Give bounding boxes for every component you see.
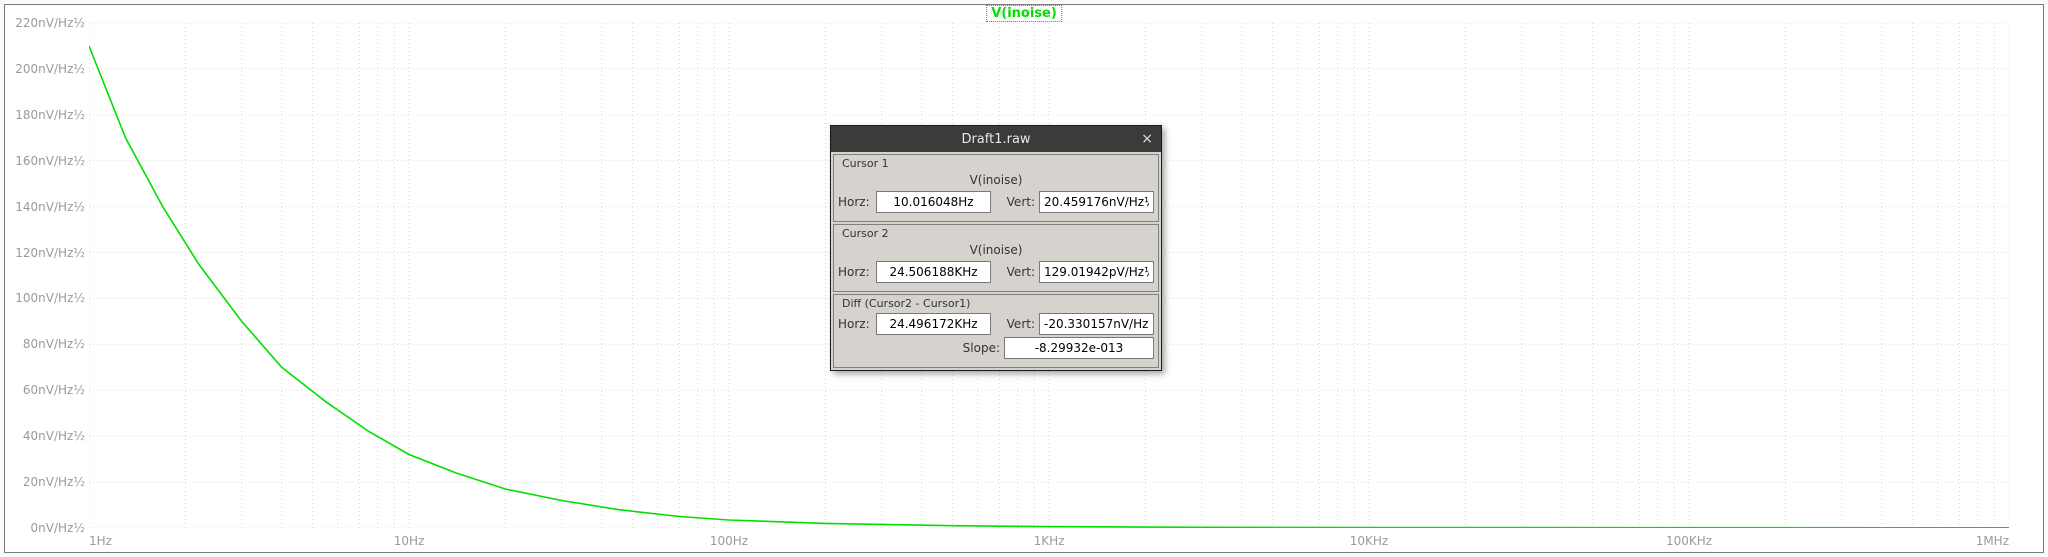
close-icon[interactable]: ×	[1141, 131, 1153, 147]
dialog-titlebar[interactable]: Draft1.raw ×	[831, 126, 1161, 152]
y-tick-label: 0nV/Hz½	[9, 521, 85, 535]
y-tick-label: 160nV/Hz½	[9, 154, 85, 168]
y-tick-label: 20nV/Hz½	[9, 475, 85, 489]
cursor2-vert-label: Vert:	[995, 265, 1035, 279]
cursor1-horz-label: Horz:	[838, 195, 872, 209]
y-tick-label: 220nV/Hz½	[9, 16, 85, 30]
diff-vert-label: Vert:	[995, 317, 1035, 331]
cursor-dialog[interactable]: Draft1.raw × Cursor 1 V(inoise) Horz: Ve…	[830, 125, 1162, 371]
diff-section: Diff (Cursor2 - Cursor1) Horz: Vert: Slo…	[833, 294, 1159, 368]
diff-horz-label: Horz:	[838, 317, 872, 331]
x-tick-label: 10Hz	[394, 534, 425, 548]
x-tick-label: 1Hz	[89, 534, 112, 548]
cursor2-legend: Cursor 2	[840, 227, 891, 240]
cursor2-horz-label: Horz:	[838, 265, 872, 279]
cursor2-signal: V(inoise)	[838, 243, 1154, 257]
cursor1-legend: Cursor 1	[840, 157, 891, 170]
y-tick-label: 80nV/Hz½	[9, 337, 85, 351]
y-tick-label: 100nV/Hz½	[9, 291, 85, 305]
cursor1-signal: V(inoise)	[838, 173, 1154, 187]
x-tick-label: 100KHz	[1666, 534, 1712, 548]
cursor1-vert-input[interactable]	[1039, 191, 1154, 213]
dialog-title: Draft1.raw	[961, 132, 1030, 147]
y-tick-label: 60nV/Hz½	[9, 383, 85, 397]
x-tick-label: 10KHz	[1350, 534, 1388, 548]
cursor1-vert-label: Vert:	[995, 195, 1035, 209]
y-tick-label: 180nV/Hz½	[9, 108, 85, 122]
cursor2-vert-input[interactable]	[1039, 261, 1154, 283]
diff-slope-label: Slope:	[960, 341, 1000, 355]
x-tick-label: 100Hz	[710, 534, 748, 548]
cursor2-horz-input[interactable]	[876, 261, 991, 283]
trace-label[interactable]: V(inoise)	[986, 5, 1062, 22]
y-tick-label: 120nV/Hz½	[9, 246, 85, 260]
y-tick-label: 40nV/Hz½	[9, 429, 85, 443]
diff-vert-input[interactable]	[1039, 313, 1154, 335]
diff-horz-input[interactable]	[876, 313, 991, 335]
y-tick-label: 140nV/Hz½	[9, 200, 85, 214]
diff-legend: Diff (Cursor2 - Cursor1)	[840, 297, 972, 310]
cursor1-section: Cursor 1 V(inoise) Horz: Vert:	[833, 154, 1159, 222]
x-tick-label: 1KHz	[1034, 534, 1065, 548]
cursor2-section: Cursor 2 V(inoise) Horz: Vert:	[833, 224, 1159, 292]
y-tick-label: 200nV/Hz½	[9, 62, 85, 76]
diff-slope-input[interactable]	[1004, 337, 1154, 359]
x-tick-label: 1MHz	[1976, 534, 2009, 548]
cursor1-horz-input[interactable]	[876, 191, 991, 213]
